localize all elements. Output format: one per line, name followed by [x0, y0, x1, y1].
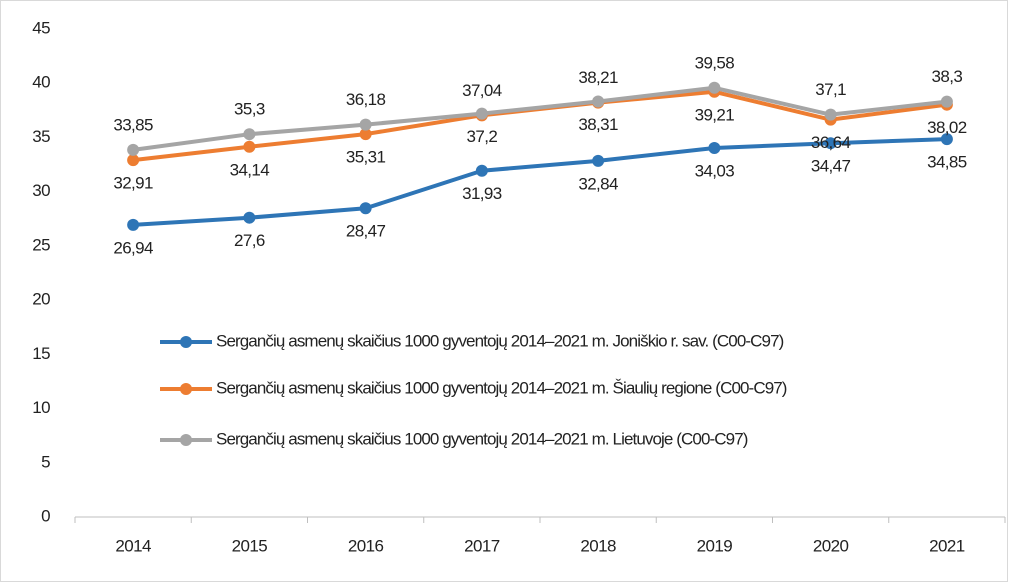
y-tick-label: 10 [32, 398, 50, 417]
data-point [475, 164, 488, 177]
legend-label: Sergančių asmenų skaičius 1000 gyventojų… [216, 429, 748, 448]
data-point [592, 154, 605, 167]
x-tick-label: 2021 [929, 536, 965, 555]
data-label: 36,18 [346, 90, 386, 109]
x-tick-label: 2019 [697, 536, 733, 555]
data-label: 37,04 [462, 81, 502, 100]
x-tick-label: 2014 [115, 536, 151, 555]
y-tick-label: 35 [32, 127, 50, 146]
y-tick-label: 0 [41, 506, 50, 525]
data-point [359, 128, 372, 141]
y-tick-label: 30 [32, 181, 50, 200]
legend-marker [180, 336, 192, 348]
data-point [127, 154, 140, 167]
data-label: 38,3 [932, 67, 963, 86]
x-tick-label: 2020 [813, 536, 849, 555]
data-point [592, 95, 605, 108]
data-point [243, 211, 256, 224]
data-label: 35,31 [346, 148, 386, 167]
data-label: 38,02 [927, 118, 967, 137]
x-tick-label: 2017 [464, 536, 500, 555]
data-point [940, 95, 953, 108]
data-label: 34,03 [695, 161, 735, 180]
data-point [127, 218, 140, 231]
data-point [824, 137, 837, 150]
data-label: 38,31 [578, 115, 618, 134]
data-label: 26,94 [113, 238, 153, 257]
x-tick-label: 2015 [232, 536, 268, 555]
legend-marker [180, 434, 192, 446]
data-label: 28,47 [346, 222, 386, 241]
y-tick-label: 5 [41, 452, 50, 471]
data-point [708, 81, 721, 94]
legend-marker [180, 383, 192, 395]
data-label: 39,21 [695, 105, 735, 124]
y-tick-label: 45 [32, 18, 50, 37]
x-tick-label: 2018 [580, 536, 616, 555]
data-label: 34,47 [811, 157, 851, 176]
data-label: 37,2 [467, 127, 498, 146]
legend-label: Sergančių asmenų skaičius 1000 gyventojų… [216, 378, 787, 397]
x-tick-label: 2016 [348, 536, 384, 555]
series-line [133, 137, 947, 227]
data-label: 39,58 [695, 53, 735, 72]
data-point [359, 118, 372, 131]
data-label: 34,85 [927, 153, 967, 172]
y-tick-label: 25 [32, 235, 50, 254]
data-label: 32,91 [113, 174, 153, 193]
data-point [940, 133, 953, 146]
data-label: 33,85 [113, 115, 153, 134]
data-point [127, 143, 140, 156]
data-label: 36,64 [811, 133, 851, 152]
data-label: 35,3 [234, 100, 265, 119]
data-point [243, 128, 256, 141]
data-point [708, 141, 721, 154]
data-label: 34,14 [230, 160, 270, 179]
data-label: 27,6 [234, 231, 265, 250]
data-point [824, 108, 837, 121]
y-tick-label: 20 [32, 290, 50, 309]
data-point [359, 202, 372, 215]
y-tick-label: 15 [32, 344, 50, 363]
data-label: 31,93 [462, 184, 502, 203]
y-tick-label: 40 [32, 73, 50, 92]
data-point [475, 107, 488, 120]
data-label: 38,21 [578, 68, 618, 87]
legend-label: Sergančių asmenų skaičius 1000 gyventojų… [216, 331, 784, 350]
data-point [243, 140, 256, 153]
series-line [132, 85, 948, 152]
data-label: 32,84 [578, 174, 618, 193]
data-label: 37,1 [815, 80, 846, 99]
